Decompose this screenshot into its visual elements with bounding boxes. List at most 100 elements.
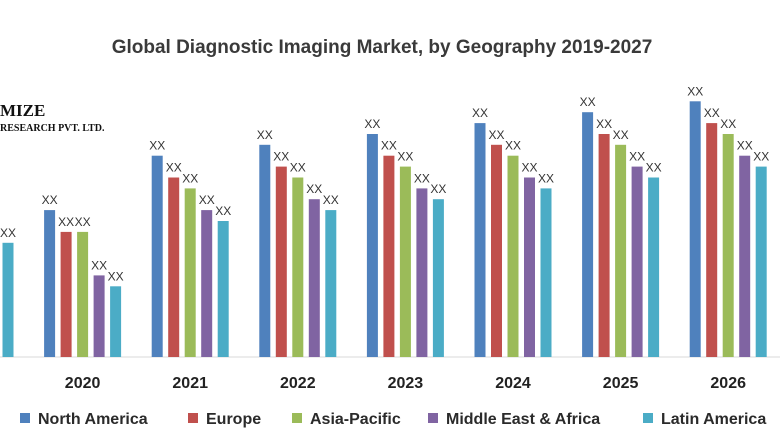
data-label: XX: [215, 204, 231, 218]
data-label: XX: [646, 161, 662, 175]
bar: [739, 155, 751, 357]
data-label: XX: [364, 117, 380, 131]
bar: [540, 188, 552, 357]
x-tick-label: 2020: [65, 375, 101, 392]
data-label: XX: [397, 150, 413, 164]
bar: [582, 112, 594, 357]
legend-swatch: [643, 413, 653, 423]
bar: [399, 166, 411, 357]
bar: [432, 199, 444, 357]
bar: [292, 177, 304, 357]
data-label: XX: [687, 84, 703, 98]
x-tick-labels: 2020 2021 2022 2023 2024 2025 2026: [65, 375, 746, 392]
bar: [755, 166, 767, 357]
bar: [77, 231, 89, 357]
data-label: XX: [629, 150, 645, 164]
bar: [217, 221, 229, 357]
bar: [416, 188, 428, 357]
chart-title: Global Diagnostic Imaging Market, by Geo…: [112, 37, 653, 58]
logo-main-text: MIZE: [0, 101, 45, 120]
bar: [689, 101, 701, 357]
legend-swatch: [428, 413, 438, 423]
data-label: XX: [182, 171, 198, 185]
bar: [598, 134, 610, 357]
data-label: XX: [720, 117, 736, 131]
data-label: XX: [580, 95, 596, 109]
data-label: XX: [149, 139, 165, 153]
data-label: XX: [91, 258, 107, 272]
data-label: XX: [538, 171, 554, 185]
bar: [325, 210, 337, 357]
x-tick-label: 2022: [280, 375, 316, 392]
bar: [474, 123, 486, 357]
data-label: XX: [58, 215, 74, 229]
bar: [259, 144, 271, 357]
bar: [524, 177, 535, 357]
bar: [491, 144, 502, 357]
bar: [383, 155, 395, 357]
legend-item: Europe: [188, 411, 261, 428]
x-tick-label: 2023: [388, 375, 424, 392]
legend-label: Europe: [206, 411, 261, 428]
bar: [110, 286, 122, 357]
logo-sub-text: RESEARCH PVT. LTD.: [0, 123, 105, 134]
bar: [366, 134, 378, 357]
bar: [308, 199, 320, 357]
data-label: XX: [472, 106, 488, 120]
bar: [44, 210, 56, 357]
x-tick-label: 2024: [495, 375, 531, 392]
data-label: XX: [414, 171, 430, 185]
data-label: XX: [0, 226, 16, 240]
legend-swatch: [292, 413, 302, 423]
bar: [168, 177, 180, 357]
bar: [60, 231, 72, 357]
data-label: XX: [257, 128, 273, 142]
bar: [648, 177, 660, 357]
bar: [722, 134, 734, 357]
legend-item: Middle East & Africa: [428, 411, 600, 428]
bar: [631, 166, 643, 357]
bar: [615, 144, 627, 357]
data-label: XX: [108, 269, 124, 283]
logo: MIZE RESEARCH PVT. LTD.: [0, 101, 105, 134]
data-label: XX: [381, 139, 397, 153]
data-label: XX: [737, 139, 753, 153]
x-tick-label: 2025: [603, 375, 639, 392]
data-label: XX: [290, 161, 306, 175]
legend-swatch: [188, 413, 198, 423]
data-label: XX: [596, 117, 612, 131]
data-label: XX: [199, 193, 215, 207]
legend-label: North America: [38, 411, 148, 428]
bar: [706, 123, 718, 357]
bar: [93, 275, 105, 357]
bar: [275, 166, 287, 357]
bar: [2, 242, 14, 357]
bar: [201, 210, 213, 357]
data-label: XX: [273, 150, 289, 164]
data-label: XX: [75, 215, 91, 229]
data-label: XX: [323, 193, 339, 207]
data-label: XX: [521, 161, 537, 175]
legend-label: Latin America: [661, 411, 766, 428]
bar: [507, 155, 519, 357]
data-label: XX: [613, 128, 629, 142]
legend-swatch: [20, 413, 30, 423]
data-label: XX: [704, 106, 720, 120]
bars: [2, 101, 767, 357]
legend-item: North America: [20, 411, 148, 428]
x-tick-label: 2026: [710, 375, 746, 392]
data-label: XX: [42, 193, 58, 207]
bar: [184, 188, 196, 357]
legend-item: Asia-Pacific: [292, 411, 401, 428]
bar: [151, 155, 163, 357]
data-label: XX: [166, 161, 182, 175]
data-label: XX: [488, 128, 504, 142]
legend-label: Asia-Pacific: [310, 411, 401, 428]
legend-item: Latin America: [643, 411, 766, 428]
data-label: XX: [430, 182, 446, 196]
data-label: XX: [753, 150, 769, 164]
legend-label: Middle East & Africa: [446, 411, 600, 428]
